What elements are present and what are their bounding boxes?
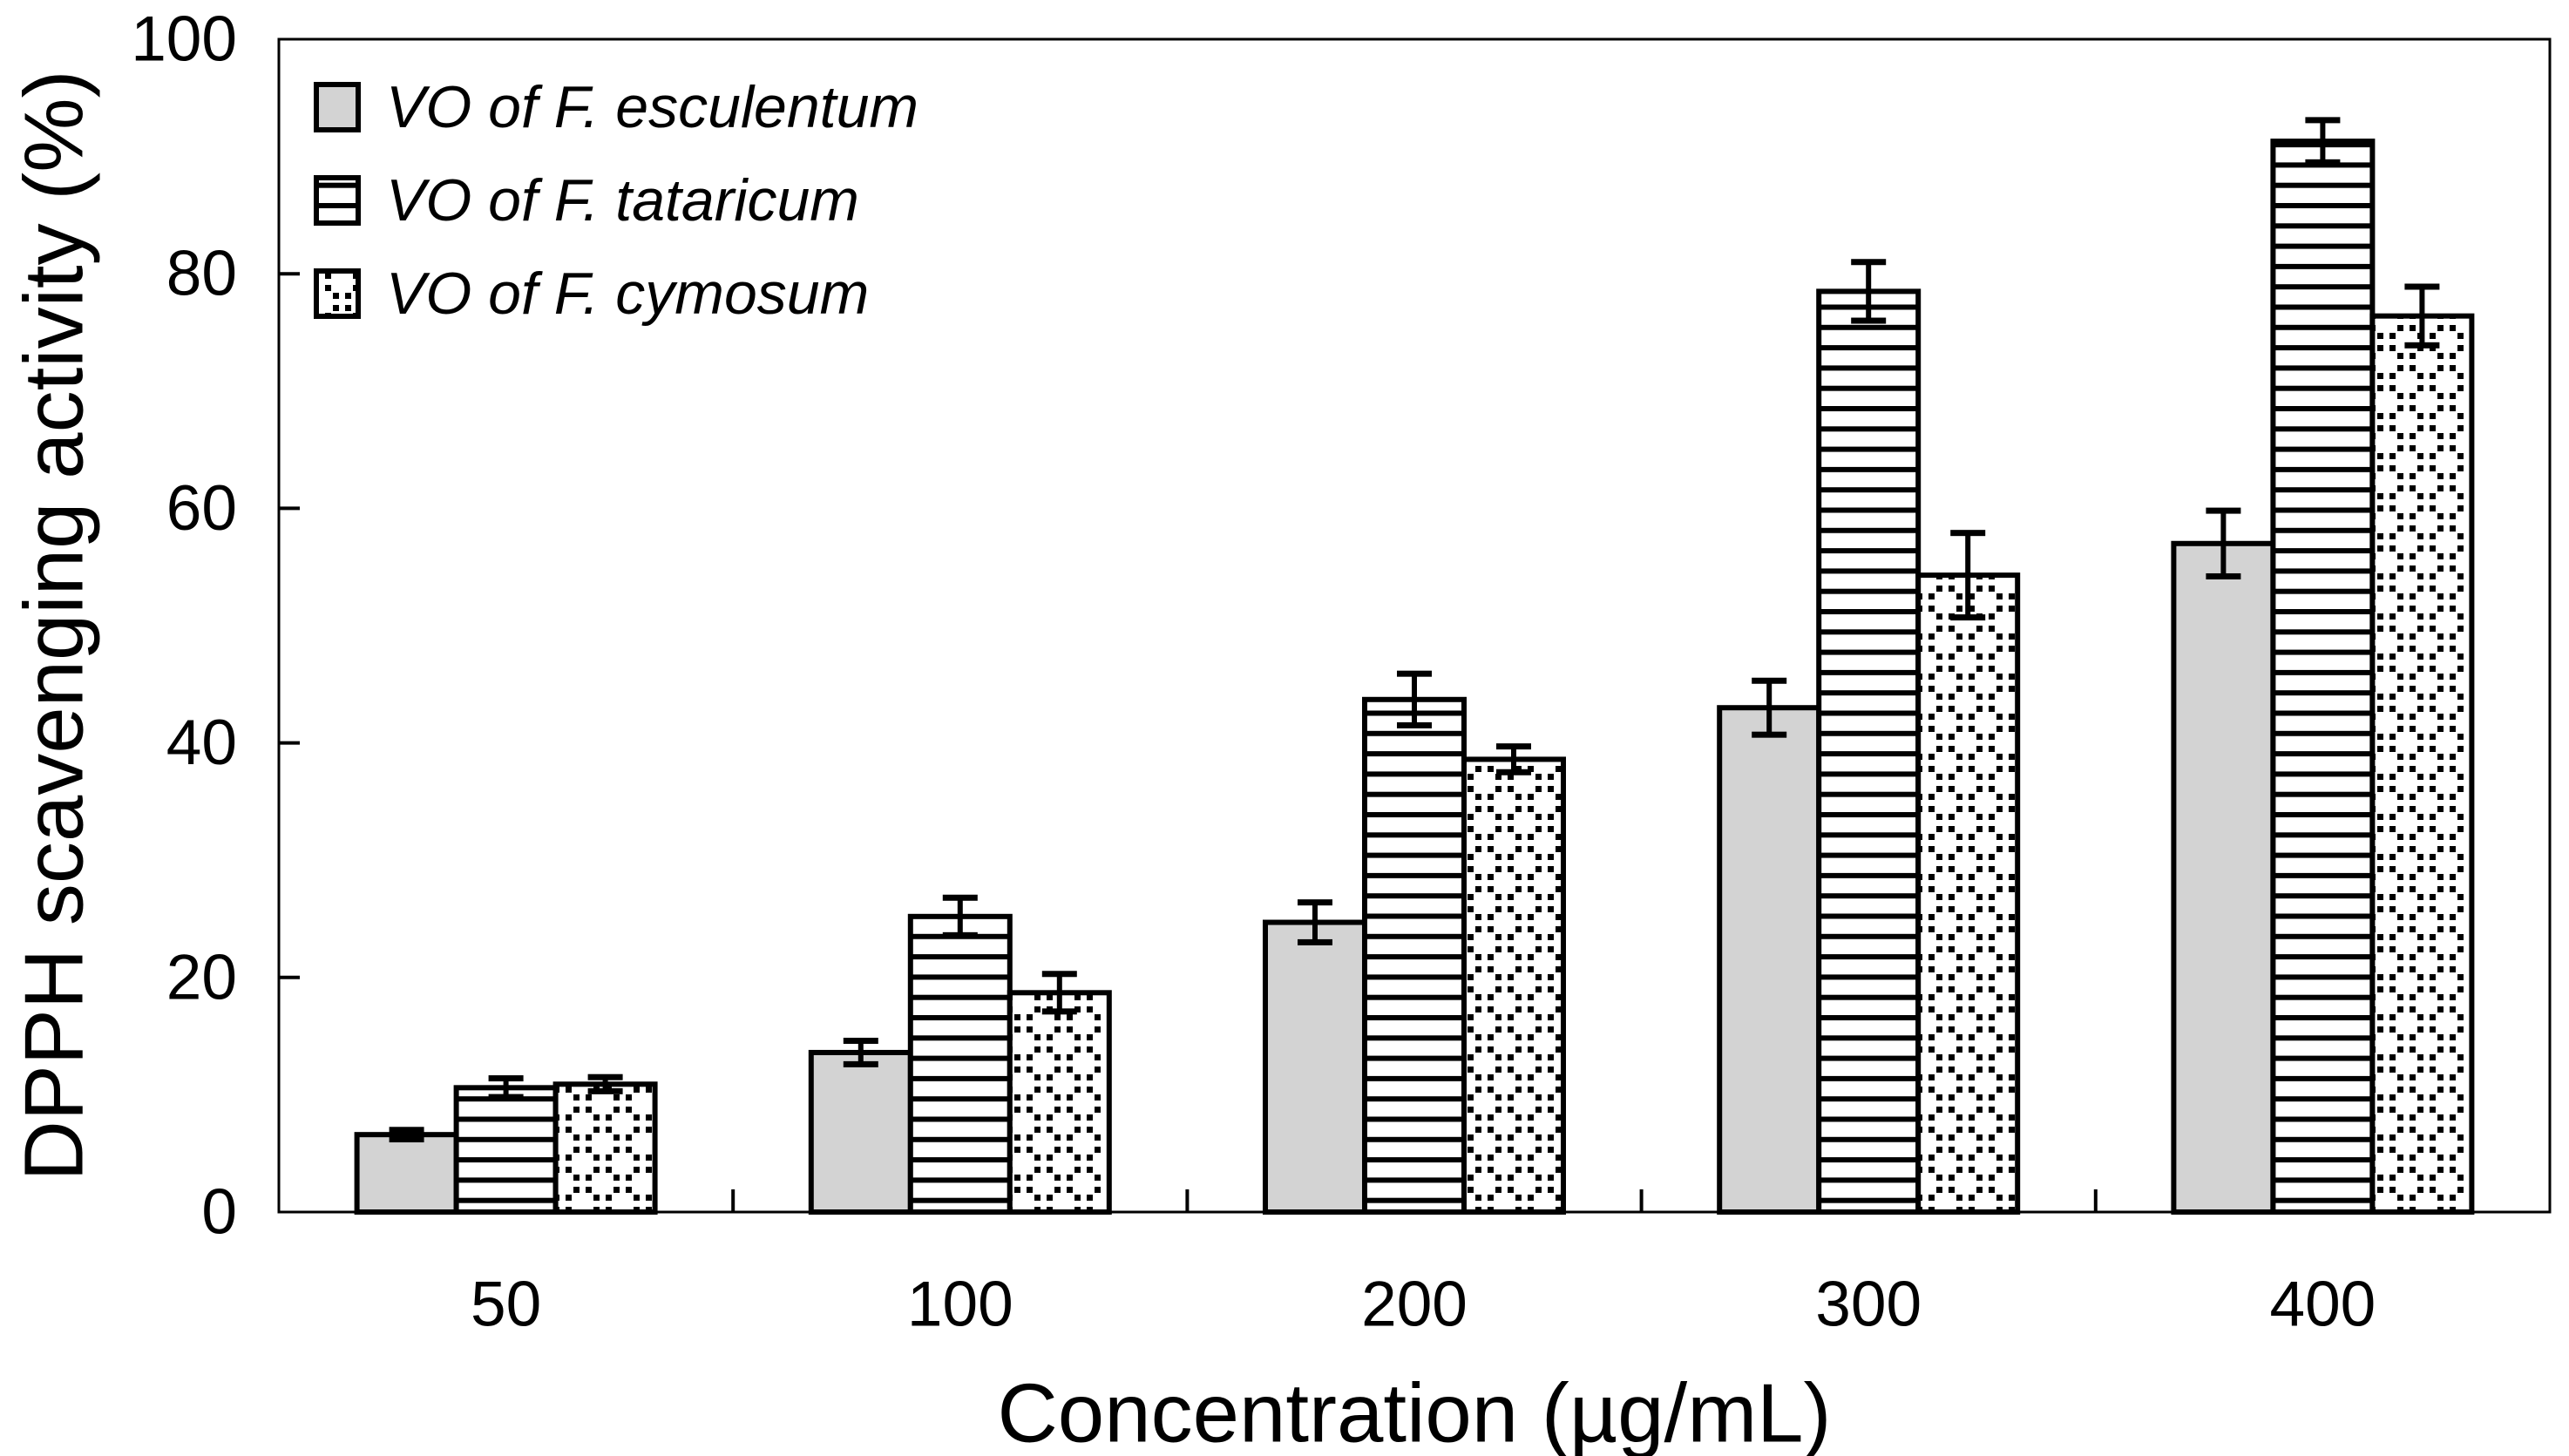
- x-tick-label-100: 100: [907, 1270, 1013, 1340]
- error-bar-cap-bottom-tataricum-400: [2305, 159, 2341, 166]
- bar-tataricum-50: [453, 1085, 559, 1215]
- x-tick-label-400: 400: [2269, 1270, 2376, 1340]
- error-bar-cap-top-tataricum-100: [942, 894, 978, 901]
- error-bar-cap-bottom-esculentum-50: [389, 1136, 424, 1143]
- error-bar-cap-top-tataricum-300: [1851, 259, 1887, 266]
- bar-esculentum-400: [2171, 540, 2276, 1215]
- plot-frame: [277, 37, 2552, 1214]
- error-bar-cap-bottom-tataricum-200: [1397, 721, 1432, 728]
- error-bar-cap-bottom-cymosum-300: [1950, 614, 1986, 621]
- error-bar-cap-top-tataricum-400: [2305, 117, 2341, 124]
- legend-swatch-tataricum: [314, 175, 361, 226]
- error-bar-cap-bottom-tataricum-300: [1851, 317, 1887, 324]
- error-bar-cap-top-tataricum-200: [1397, 670, 1432, 677]
- error-bar-cap-bottom-cymosum-400: [2404, 342, 2440, 349]
- error-bar-cap-top-esculentum-50: [389, 1127, 424, 1134]
- bars-layer: [354, 117, 2475, 1216]
- x-tick-label-300: 300: [1815, 1270, 1922, 1340]
- error-bar-cap-top-esculentum-100: [843, 1037, 878, 1044]
- legend-label-esculentum: VO of F. esculentum: [386, 74, 918, 140]
- error-bar-cap-top-esculentum-400: [2206, 507, 2241, 514]
- error-bar-cap-top-cymosum-50: [587, 1073, 623, 1080]
- y-tick-label-0: 0: [201, 1177, 237, 1248]
- bar-esculentum-200: [1263, 919, 1367, 1215]
- bar-tataricum-100: [907, 913, 1013, 1215]
- legend: VO of F. esculentum VO of F. tataricum V…: [314, 74, 918, 327]
- bar-esculentum-300: [1717, 705, 1822, 1215]
- error-bar-cap-top-cymosum-300: [1950, 530, 1986, 537]
- error-bar-cap-bottom-esculentum-400: [2206, 572, 2241, 579]
- bar-esculentum-100: [808, 1049, 913, 1215]
- bar-cymosum-300: [1915, 572, 2021, 1215]
- bar-tataricum-200: [1362, 696, 1467, 1215]
- bar-tataricum-400: [2270, 139, 2376, 1215]
- error-bar-cap-top-cymosum-100: [1041, 971, 1077, 978]
- y-tick-label-20: 20: [166, 942, 237, 1012]
- legend-label-cymosum: VO of F. cymosum: [386, 261, 869, 327]
- error-bar-cap-bottom-cymosum-200: [1496, 769, 1531, 775]
- labels-layer: 50 100 200 300 400 0 20 40 60 80 100: [131, 4, 2376, 1340]
- bar-cymosum-400: [2369, 313, 2475, 1215]
- error-bar-cap-bottom-tataricum-100: [942, 931, 978, 938]
- x-axis-title: Concentration (µg/mL): [997, 1367, 1831, 1456]
- legend-swatch-cymosum: [314, 268, 361, 319]
- x-tick-label-50: 50: [471, 1270, 541, 1340]
- y-tick-label-100: 100: [131, 4, 237, 75]
- error-bar-cap-top-esculentum-200: [1298, 899, 1332, 906]
- bar-cymosum-200: [1461, 756, 1566, 1215]
- x-tick-label-200: 200: [1361, 1270, 1468, 1340]
- error-bar-cap-top-cymosum-200: [1496, 743, 1531, 750]
- error-bar-cap-bottom-tataricum-50: [488, 1094, 524, 1100]
- error-bar-cap-bottom-cymosum-100: [1041, 1008, 1077, 1015]
- error-bar-cap-top-cymosum-400: [2404, 283, 2440, 290]
- legend-swatch-esculentum: [314, 82, 361, 132]
- error-bar-cap-bottom-esculentum-200: [1298, 938, 1332, 945]
- y-tick-label-40: 40: [166, 708, 237, 778]
- error-bar-cap-top-esculentum-300: [1752, 677, 1787, 684]
- error-bar-cap-bottom-esculentum-100: [843, 1060, 878, 1067]
- legend-label-tataricum: VO of F. tataricum: [386, 167, 859, 234]
- bar-cymosum-100: [1007, 990, 1112, 1215]
- y-tick-label-80: 80: [166, 239, 237, 309]
- y-axis-title: DPPH scavenging activity (%): [8, 70, 101, 1181]
- ticks-layer: [279, 272, 2098, 1212]
- error-bar-cap-top-tataricum-50: [488, 1075, 524, 1082]
- error-bar-cap-bottom-esculentum-300: [1752, 731, 1787, 738]
- bar-cymosum-50: [552, 1081, 658, 1216]
- y-tick-label-60: 60: [166, 473, 237, 544]
- bar-esculentum-50: [354, 1132, 459, 1215]
- bar-tataricum-300: [1816, 288, 1922, 1215]
- error-bar-cap-bottom-cymosum-50: [587, 1087, 623, 1094]
